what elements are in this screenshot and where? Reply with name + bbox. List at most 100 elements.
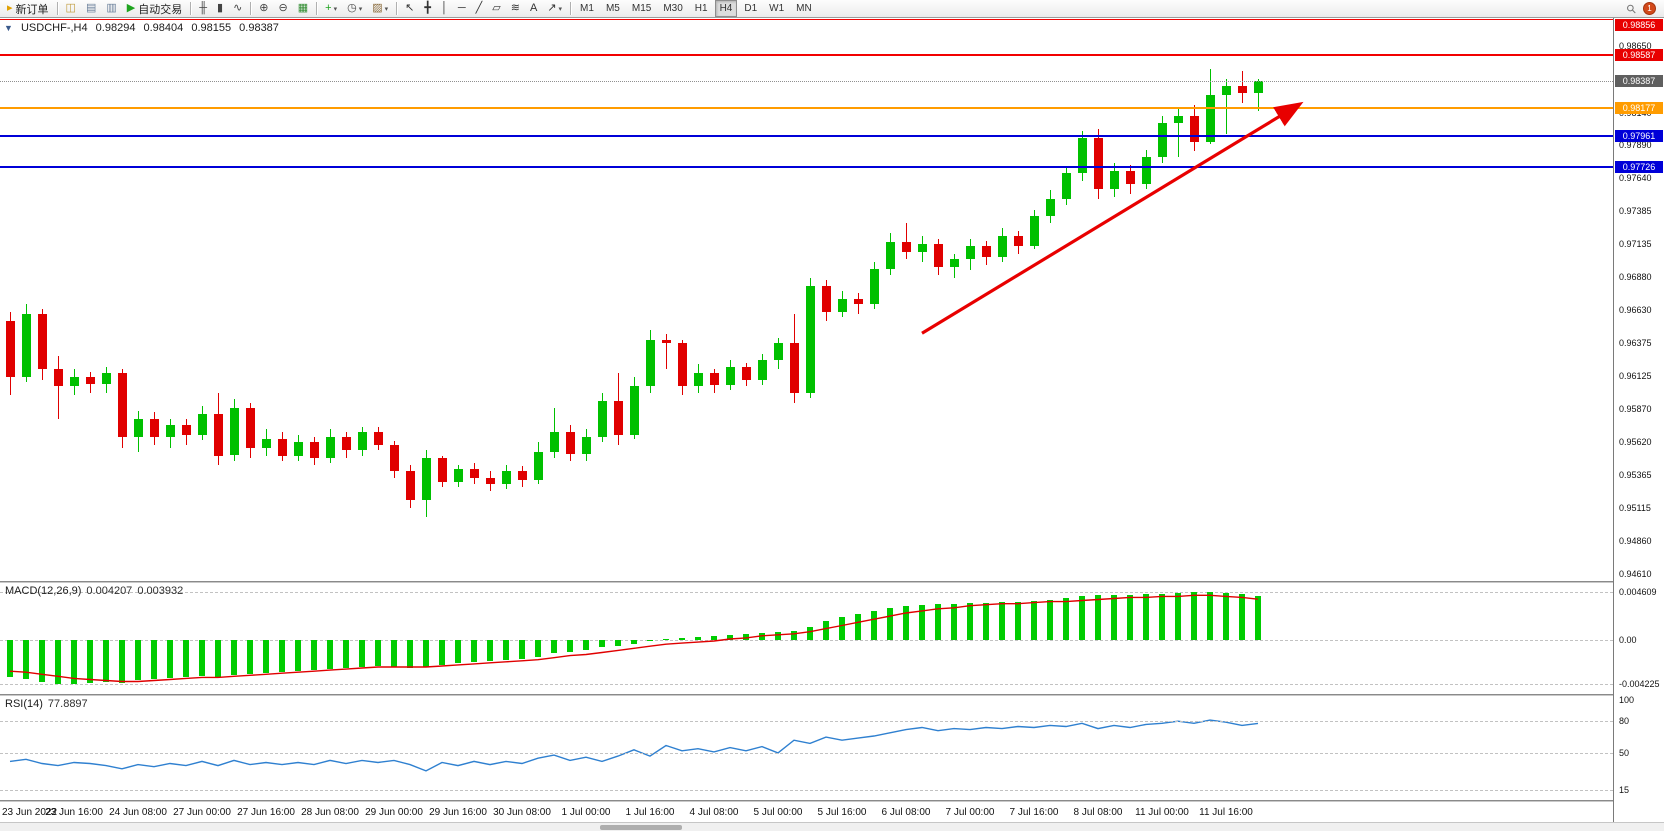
candle-up: [582, 437, 591, 455]
text-tool-button[interactable]: A: [526, 0, 541, 18]
macd-histogram-bar: [615, 640, 621, 647]
macd-histogram: [0, 583, 1613, 694]
macd-histogram-bar: [951, 603, 957, 640]
autotrading-button[interactable]: ▶ 自动交易: [123, 0, 186, 18]
time-axis-label: 8 Jul 08:00: [1073, 807, 1123, 818]
collapse-chart-icon[interactable]: ▼: [4, 23, 13, 33]
horizontal-line-0.97726[interactable]: [0, 166, 1613, 169]
crosshair-tool-button[interactable]: ╋: [420, 0, 435, 18]
macd-histogram-bar: [1207, 592, 1213, 640]
macd-histogram-bar: [7, 640, 13, 678]
macd-histogram-bar: [1191, 592, 1197, 640]
arrows-tool-button[interactable]: ↗ ▾: [543, 0, 566, 18]
time-axis-label: 27 Jun 00:00: [173, 807, 231, 818]
price-axis-tick: 0.96880: [1619, 272, 1652, 283]
timeframe-w1-button[interactable]: W1: [769, 3, 785, 14]
periods-button[interactable]: ◷ ▾: [343, 0, 366, 18]
timeframe-h1-button[interactable]: H1: [694, 3, 708, 14]
rsi-panel[interactable]: RSI(14) 77.8897: [0, 696, 1613, 800]
macd-histogram-bar: [55, 640, 61, 684]
macd-histogram-bar: [999, 601, 1005, 640]
rsi-level-line-50: [0, 752, 1613, 754]
candle-up: [694, 373, 703, 387]
panel-divider-main-macd[interactable]: [0, 581, 1664, 583]
macd-histogram-bar: [983, 602, 989, 640]
indicators-button[interactable]: + ▾: [321, 0, 341, 18]
horizontal-line-0.97961[interactable]: [0, 135, 1613, 138]
macd-histogram-bar: [535, 640, 541, 657]
horizontal-line-0.98856[interactable]: [0, 18, 1613, 20]
macd-histogram-bar: [23, 640, 29, 680]
macd-histogram-bar: [199, 640, 205, 677]
horizontal-line-0.98177[interactable]: [0, 107, 1613, 110]
dropdown-caret-icon: ▾: [558, 5, 563, 13]
candle-down: [902, 242, 911, 252]
templates-button[interactable]: ▨ ▾: [368, 0, 392, 18]
macd-histogram-bar: [1095, 595, 1101, 640]
macd-histogram-bar: [1015, 601, 1021, 640]
timeframe-mn-button[interactable]: MN: [796, 3, 812, 14]
candle-down: [1014, 235, 1023, 247]
tile-windows-button[interactable]: ▦: [294, 0, 312, 18]
zoom-out-button[interactable]: ⊖: [275, 0, 292, 18]
macd-histogram-bar: [775, 631, 781, 640]
candle-wick: [906, 222, 907, 260]
price-axis[interactable]: 0.98856 0.98587 0.98387 0.98177 0.97961 0.977…: [1613, 18, 1664, 822]
new-order-button[interactable]: ▸ 新订单: [3, 0, 53, 18]
navigator-button[interactable]: ▥: [102, 0, 120, 18]
cursor-tool-icon: ↖: [405, 2, 415, 14]
price-level-tag: 0.98587: [1615, 48, 1663, 61]
bar-chart-button[interactable]: ╫: [195, 0, 211, 18]
candle-down: [406, 471, 415, 500]
macd-histogram-bar: [967, 602, 973, 640]
time-axis-label: 24 Jun 08:00: [109, 807, 167, 818]
market-watch-button[interactable]: ◫: [62, 0, 80, 18]
horizontal-line-0.98387[interactable]: [0, 80, 1613, 82]
channel-tool-button[interactable]: ▱: [488, 0, 504, 18]
candle-up: [454, 468, 463, 482]
timeframe-m15-button[interactable]: M15: [631, 3, 652, 14]
rsi-value: 77.8897: [47, 698, 88, 710]
macd-level-line: [0, 683, 1613, 685]
macd-histogram-bar: [679, 637, 685, 640]
line-chart-button[interactable]: ∿: [229, 0, 246, 18]
candle-up: [262, 438, 271, 448]
panel-divider-macd-rsi[interactable]: [0, 694, 1664, 696]
candle-down: [1238, 85, 1247, 93]
timeframe-h4-button[interactable]: H4: [714, 0, 738, 17]
horizontal-line-0.98587[interactable]: [0, 53, 1613, 56]
time-axis[interactable]: 23 Jun 2022 23 Jun 16:00 24 Jun 08:00 27 Ju…: [0, 802, 1664, 822]
symbol-period-label: USDCHF-,H4: [20, 22, 88, 34]
macd-histogram-bar: [807, 626, 813, 640]
fibonacci-tool-button[interactable]: ≋: [507, 0, 524, 18]
macd-panel[interactable]: MACD(12,26,9) 0.004207 0.003932: [0, 583, 1613, 694]
zoom-in-button[interactable]: ⊕: [255, 0, 272, 18]
timeframe-m5-button[interactable]: M5: [605, 3, 620, 14]
timeframe-m1-button[interactable]: M1: [580, 3, 594, 14]
candle-down: [390, 445, 399, 472]
macd-histogram-bar: [567, 640, 573, 653]
candle-wick: [1258, 78, 1259, 112]
timeframe-d1-button[interactable]: D1: [744, 3, 758, 14]
macd-label: MACD(12,26,9) 0.004207 0.003932: [5, 585, 188, 597]
search-icon[interactable]: ⚲: [1623, 0, 1640, 17]
horizontal-line-tool-button[interactable]: ─: [454, 0, 470, 18]
vertical-line-tool-button[interactable]: │: [437, 0, 452, 18]
candlestick-chart-button[interactable]: ▮: [213, 0, 227, 18]
horizontal-scrollbar[interactable]: [600, 825, 682, 830]
notification-badge[interactable]: 1: [1643, 2, 1656, 15]
trendline-tool-icon: ╱: [475, 2, 483, 14]
candle-up: [726, 366, 735, 385]
trend-arrow[interactable]: [0, 18, 1613, 581]
macd-histogram-bar: [1255, 596, 1261, 640]
timeframe-m30-button[interactable]: M30: [663, 3, 683, 14]
price-chart-panel[interactable]: ▼ USDCHF-,H4 0.98294 0.98404 0.98155 0.9…: [0, 18, 1613, 581]
candle-up: [502, 471, 511, 485]
cursor-tool-button[interactable]: ↖: [401, 0, 418, 18]
candle-up: [1222, 85, 1231, 95]
macd-histogram-bar: [359, 640, 365, 667]
trendline-tool-button[interactable]: ╱: [472, 0, 487, 18]
dropdown-caret-icon: ▾: [358, 5, 363, 13]
data-window-button[interactable]: ▤: [82, 0, 100, 18]
